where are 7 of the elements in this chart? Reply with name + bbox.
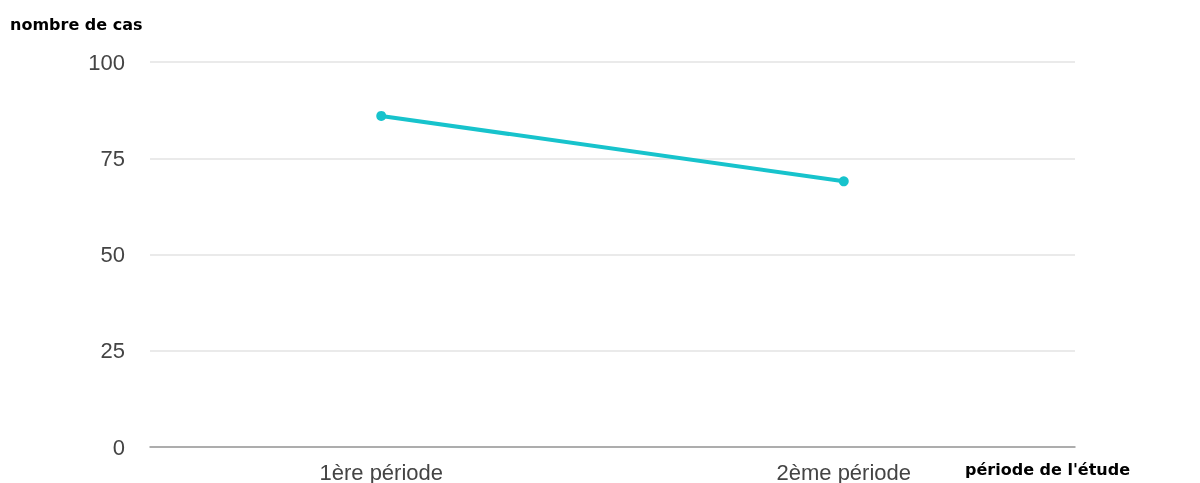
y-axis-title: nombre de cas xyxy=(10,14,143,34)
y-tick-label: 100 xyxy=(88,49,125,75)
y-tick-label: 0 xyxy=(112,434,125,460)
y-tick-label: 50 xyxy=(100,242,125,267)
y-tick-label: 25 xyxy=(100,338,125,364)
x-axis-title: période de l'étude xyxy=(965,459,1131,479)
y-tick-label: 75 xyxy=(100,145,125,171)
